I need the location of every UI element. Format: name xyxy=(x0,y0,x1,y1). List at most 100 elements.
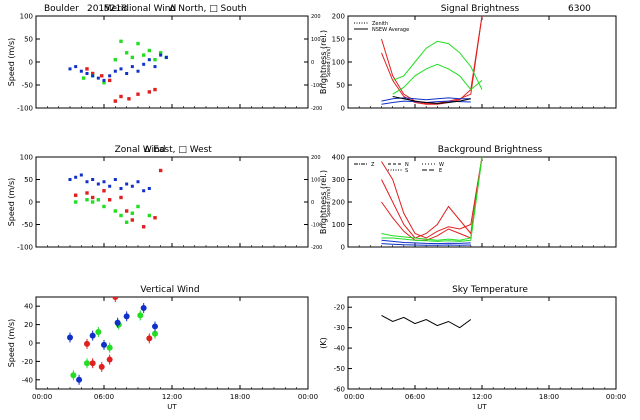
data-point-red xyxy=(89,360,96,367)
data-point-blue xyxy=(114,319,121,326)
data-point-blue xyxy=(91,74,95,78)
x-axis-label: UT xyxy=(477,403,487,411)
chart-signal: Signal Brightness 0 50 100 150 200 Brightness … xyxy=(319,4,617,113)
legend-label-e: E xyxy=(439,168,442,174)
y2-tick-label: 0 xyxy=(311,200,314,206)
data-point-blue xyxy=(152,323,158,330)
y-tick-label: -30 xyxy=(334,324,345,332)
data-point-blue xyxy=(136,69,140,73)
chart-title: Background Brightness xyxy=(438,145,543,155)
x-tick-label: 06:00 xyxy=(405,393,425,401)
data-point-red xyxy=(107,78,112,83)
chart-title: Sky Temperature xyxy=(452,285,528,295)
x-tick-label: 00:00 xyxy=(606,393,626,401)
y-tick-label: 0 xyxy=(29,199,33,207)
data-point-red xyxy=(127,97,131,101)
series-line-green xyxy=(381,157,483,241)
data-point-green xyxy=(95,328,102,335)
plot-area xyxy=(381,16,483,105)
data-point-red xyxy=(147,90,152,94)
data-point-blue xyxy=(130,65,134,69)
data-point-red xyxy=(153,87,157,92)
y-tick-label: 50 xyxy=(24,176,33,184)
y2-tick-label: 0 xyxy=(311,60,314,66)
y-tick-label: -40 xyxy=(334,345,345,353)
data-point-blue xyxy=(164,55,168,59)
y2-tick-label: -200 xyxy=(311,245,322,251)
data-point-blue xyxy=(79,69,83,73)
y-axis-label: (K) xyxy=(319,337,328,349)
x-axis-label: UT xyxy=(167,403,177,411)
y-tick-label: 40 xyxy=(24,303,33,311)
data-point-blue xyxy=(136,180,140,184)
x-tick-label: 12:00 xyxy=(162,393,182,401)
y-tick-label: 0 xyxy=(341,105,345,113)
y-tick-label: -40 xyxy=(22,376,33,384)
data-point-green xyxy=(96,198,101,202)
data-point-blue xyxy=(125,72,129,75)
y2-tick-label: -100 xyxy=(311,223,322,229)
y-tick-label: -20 xyxy=(22,358,33,366)
data-point-green xyxy=(113,209,118,213)
header-wavelength: 6300 xyxy=(568,4,591,14)
data-point-red xyxy=(85,191,89,195)
chart-legend-text: Δ East, □ West xyxy=(144,145,212,155)
y-tick-label: 50 xyxy=(336,82,345,90)
data-point-blue xyxy=(123,313,130,320)
plot-frame xyxy=(35,296,309,390)
y-tick-label: 200 xyxy=(332,13,345,21)
data-point-green xyxy=(147,213,152,218)
series-line-red xyxy=(381,16,483,105)
y-tick-label: 100 xyxy=(20,154,33,162)
data-point-red xyxy=(130,218,135,222)
data-point-green xyxy=(141,53,146,57)
data-point-green xyxy=(90,200,95,204)
data-point-green xyxy=(70,372,77,379)
data-point-blue xyxy=(68,67,72,71)
plot-area xyxy=(381,314,472,329)
data-point-red xyxy=(112,297,119,300)
data-point-red xyxy=(90,71,95,76)
series-line-blue xyxy=(381,97,471,102)
legend-label-zenith: Zenith xyxy=(372,21,388,27)
y-tick-label: 0 xyxy=(29,340,33,348)
header-station: Boulder xyxy=(44,4,79,14)
data-point-blue xyxy=(85,180,89,184)
x-tick-label: 00:00 xyxy=(298,393,318,401)
data-point-red xyxy=(141,225,146,229)
data-point-green xyxy=(124,220,129,224)
y2-tick-label: 200 xyxy=(311,155,321,161)
y-tick-label: 100 xyxy=(332,221,345,229)
series-line-red xyxy=(381,157,483,241)
series-line-black xyxy=(381,314,472,329)
data-point-green xyxy=(130,55,135,60)
plot-frame xyxy=(35,15,309,109)
data-point-blue xyxy=(119,67,123,71)
data-point-green xyxy=(137,312,144,319)
y-tick-label: 0 xyxy=(29,59,33,67)
data-point-red xyxy=(113,99,118,103)
y-tick-label: -20 xyxy=(334,304,345,312)
series-line-green xyxy=(392,63,483,95)
y-axis-label: Brightness (rel.) xyxy=(319,30,328,94)
data-point-blue xyxy=(147,187,151,190)
data-point-blue xyxy=(74,175,78,179)
data-point-blue xyxy=(142,189,146,193)
y-axis-label: Speed (m/s) xyxy=(7,319,16,368)
data-point-green xyxy=(85,198,89,202)
y-axis-label: Brightness (rel.) xyxy=(319,170,328,234)
data-point-green xyxy=(106,344,113,351)
series-line-green xyxy=(381,157,483,242)
y2-tick-label: -200 xyxy=(311,106,322,112)
data-point-red xyxy=(85,67,89,71)
data-point-red xyxy=(100,74,104,78)
chart-vertical: Vertical Wind 00:00 06:00 12:00 18:00 00:00 -4… xyxy=(7,285,318,411)
data-point-red xyxy=(84,340,90,347)
chart-legend-text: Δ North, □ South xyxy=(169,4,246,14)
legend-label-n: N xyxy=(405,162,409,168)
series-line-black xyxy=(392,96,471,104)
data-point-blue xyxy=(125,182,129,186)
data-point-red xyxy=(102,189,106,193)
